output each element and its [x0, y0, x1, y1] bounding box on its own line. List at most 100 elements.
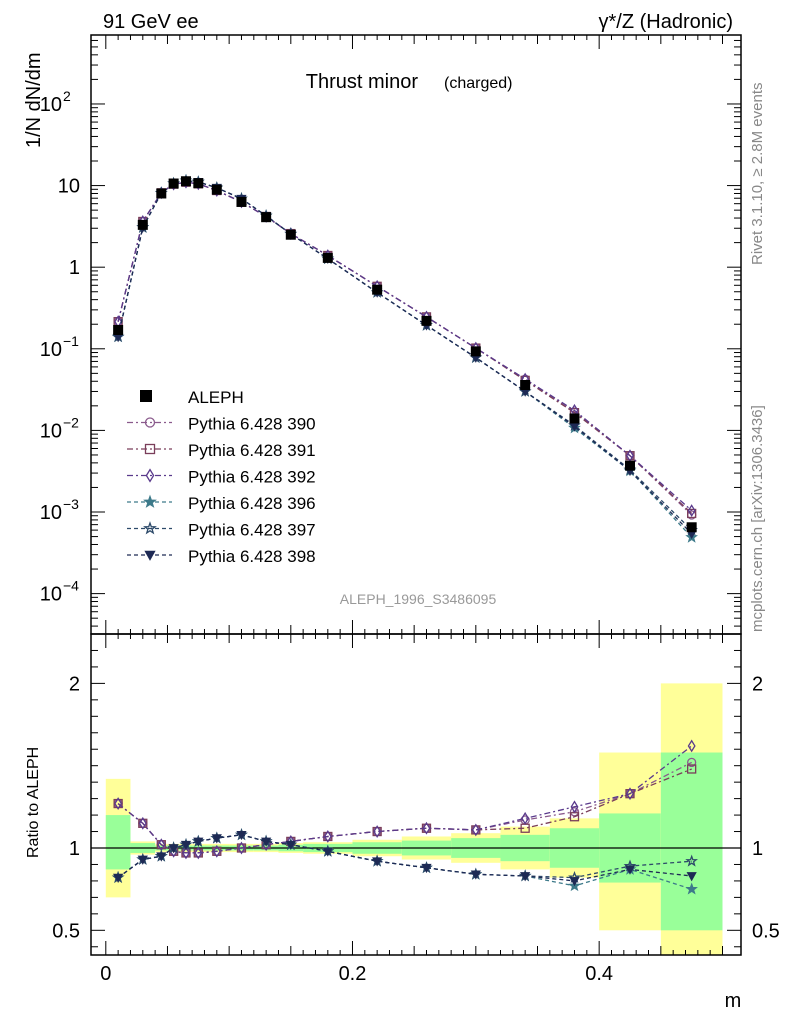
- ratio-y-tick-label-right-1: 1: [752, 838, 763, 860]
- legend-marker-5: [144, 550, 156, 561]
- ratio-point-series-5-16: [624, 865, 636, 875]
- ratio-point-series-2-15: [570, 800, 579, 814]
- ratio-y-tick-label-right-0: 0.5: [752, 920, 780, 942]
- main-y-tick-exponent-1: −3: [63, 496, 79, 512]
- legend-marker-0: [144, 417, 156, 428]
- ratio-point-series-2-11: [373, 825, 382, 838]
- main-y-tick-label-5: 10: [58, 176, 80, 198]
- data-point-4: [180, 176, 191, 187]
- main-series-group: [111, 173, 698, 543]
- data-point-16: [624, 460, 635, 471]
- energy-label: 91 GeV ee: [103, 11, 199, 33]
- main-y-tick-exponent-0: −4: [63, 578, 79, 594]
- ratio-point-series-5-12: [421, 863, 432, 874]
- data-point-3: [168, 178, 179, 189]
- ratio-point-series-0-17: [687, 757, 697, 768]
- x-tick-label-0: 0: [100, 963, 111, 985]
- main-y-tick-label-0: 10: [40, 584, 62, 606]
- ratio-y-axis-label: Ratio to ALEPH: [25, 747, 42, 858]
- legend-marker-data: [140, 390, 152, 402]
- ratio-point-series-4-17: [685, 854, 698, 867]
- main-y-tick-exponent-6: 2: [63, 88, 71, 104]
- ratio-point-series-2-12: [422, 821, 431, 835]
- process-label: γ*/Z (Hadronic): [599, 11, 733, 33]
- ratio-point-series-5-14: [520, 872, 531, 882]
- legend-label-0: Pythia 6.428 390: [188, 415, 316, 434]
- ratio-point-series-0-15: [569, 807, 580, 817]
- data-point-9: [285, 229, 296, 240]
- data-point-13: [470, 346, 481, 357]
- main-line-series-2: [117, 181, 693, 512]
- ratio-point-series-2-6: [212, 844, 221, 858]
- x-tick-label-1: 0.2: [339, 963, 367, 985]
- legend-label-2: Pythia 6.428 392: [188, 468, 316, 487]
- data-point-11: [372, 284, 383, 295]
- data-point-2: [156, 188, 167, 199]
- legend: ALEPH Pythia 6.428 390 Pythia 6.428 391 Pyt…: [127, 388, 316, 566]
- data-point-10: [322, 252, 333, 263]
- ratio-point-series-5-17: [686, 872, 697, 882]
- plot-title: Thrust minor: [306, 71, 419, 93]
- ratio-point-series-5-0: [113, 873, 124, 883]
- ratio-point-series-5-6: [211, 834, 222, 844]
- legend-label-5: Pythia 6.428 398: [188, 547, 316, 566]
- data-point-0: [113, 324, 124, 335]
- mcplots-label: mcplots.cern.ch [arXiv:1306.3436]: [749, 405, 766, 632]
- ratio-point-series-5-13: [470, 870, 481, 880]
- ratio-point-series-5-1: [137, 855, 148, 865]
- ratio-line-series-5: [117, 834, 692, 882]
- main-y-tick-label-1: 10: [40, 502, 62, 524]
- ratio-point-series-5-11: [372, 857, 383, 867]
- legend-marker-4: [143, 521, 157, 535]
- ratio-point-series-2-0: [114, 797, 123, 810]
- ratio-point-series-5-9: [285, 840, 296, 851]
- ratio-y-tick-label-right-2: 2: [752, 673, 763, 695]
- ratio-point-series-5-7: [236, 830, 247, 841]
- ratio-point-series-5-2: [156, 852, 167, 862]
- ratio-plot-frame: [90, 633, 742, 956]
- ratio-point-series-2-17: [687, 739, 696, 753]
- ratio-point-series-2-4: [182, 846, 190, 860]
- rivet-version-label: Rivet 3.1.10, ≥ 2.8M events: [749, 83, 766, 266]
- ratio-point-series-5-3: [168, 844, 179, 854]
- main-y-tick-label-2: 10: [40, 420, 62, 442]
- main-point-series-2-17: [687, 504, 696, 518]
- data-point-6: [211, 184, 222, 195]
- ratio-point-series-5-5: [193, 837, 204, 847]
- data-point-15: [569, 413, 580, 424]
- ratio-y-tick-label-left-1: 1: [69, 838, 80, 860]
- ratio-y-tick-label-left-0: 0.5: [52, 920, 80, 942]
- data-point-14: [520, 380, 531, 391]
- y-axis-label: 1/N dN/dm: [23, 52, 45, 148]
- main-y-tick-label-4: 1: [69, 257, 80, 279]
- main-line-series-1: [117, 181, 693, 514]
- legend-label-data: ALEPH: [188, 388, 244, 407]
- x-tick-label-2: 0.4: [585, 963, 613, 985]
- legend-label-4: Pythia 6.428 397: [188, 521, 316, 540]
- main-y-tick-label-3: 10: [40, 339, 62, 361]
- legend-marker-2: [145, 468, 155, 483]
- analysis-id-label: ALEPH_1996_S3486095: [340, 591, 497, 607]
- ratio-series-group: [91, 739, 741, 895]
- main-point-series-1-17: [687, 508, 697, 519]
- ratio-point-series-2-10: [323, 830, 332, 843]
- ratio-point-series-2-16: [626, 787, 634, 801]
- x-axis-label: m: [725, 990, 742, 1012]
- ratio-band-inner-17: [660, 752, 723, 931]
- ratio-y-tick-label-left-2: 2: [69, 673, 80, 695]
- ratio-point-series-2-14: [521, 811, 530, 825]
- ratio-point-series-2-7: [237, 841, 246, 855]
- data-point-5: [193, 178, 204, 189]
- main-y-tick-exponent-2: −2: [63, 414, 79, 430]
- ratio-point-series-1-17: [687, 764, 697, 774]
- ratio-point-series-2-13: [471, 823, 480, 837]
- ratio-point-series-2-5: [194, 846, 203, 860]
- data-point-12: [421, 315, 432, 326]
- legend-label-1: Pythia 6.428 391: [188, 441, 316, 460]
- ratio-point-series-3-17: [685, 882, 698, 895]
- data-point-8: [261, 212, 272, 223]
- main-y-tick-label-6: 10: [40, 94, 62, 116]
- main-line-series-0: [117, 181, 693, 516]
